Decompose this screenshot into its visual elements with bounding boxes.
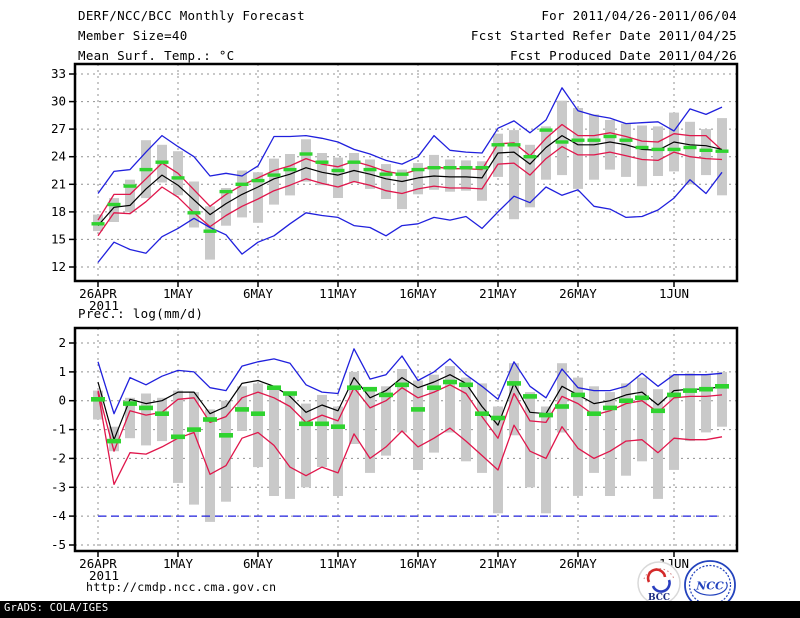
temp-ytick-label: 21 [51, 176, 66, 191]
temp-xtick-label: 21MAY [479, 286, 517, 301]
temp-xtick-year-label: 2011 [89, 298, 119, 313]
prec-xtick-label: 16MAY [399, 556, 437, 571]
prec-xtick-label: 6MAY [243, 556, 274, 571]
prec-xtick-label: 26MAY [559, 556, 597, 571]
prec-ytick-label: 0 [58, 393, 66, 408]
forecast-range-label: For 2011/04/26-2011/06/04 [541, 8, 737, 23]
prec-ytick-label: 1 [58, 364, 66, 379]
page-title: DERF/NCC/BCC Monthly Forecast [78, 8, 305, 23]
temp-median-markers [91, 128, 729, 233]
temp-ytick-label: 18 [51, 204, 66, 219]
prec-ensemble-mean-line [97, 374, 723, 441]
prec-xtick-label: 1MAY [163, 556, 194, 571]
prec-median-markers [91, 379, 729, 444]
prec-xtick-label: 21MAY [479, 556, 517, 571]
temp-ensemble-max-line [97, 87, 723, 194]
ncc-logo: NCC [684, 560, 736, 610]
prec-ytick-label: -4 [51, 508, 66, 523]
temp-xtick-label: 16MAY [399, 286, 437, 301]
bcc-logo-label: BCC [648, 593, 670, 603]
prec-ytick-label: -1 [51, 422, 66, 437]
prec-lower-red-line [97, 391, 723, 486]
ncc-swoosh [693, 581, 728, 596]
temp-xtick-label: 26MAY [559, 286, 597, 301]
temp-xtick-label: 6MAY [243, 286, 274, 301]
temp-ensemble-mean-line [97, 135, 723, 226]
ncc-wreath [688, 564, 732, 606]
prec-xtick-year-label: 2011 [89, 568, 119, 583]
temp-ensemble-min-line [97, 171, 723, 263]
prec-ytick-label: -2 [51, 450, 66, 465]
prec-xtick-label: 11MAY [319, 556, 357, 571]
temp-ytick-label: 12 [51, 259, 66, 274]
fcst-produced-date-label: Fcst Produced Date 2011/04/26 [510, 48, 737, 63]
temp-xtick-label: 26APR [79, 286, 117, 301]
temp-ytick-label: 27 [51, 121, 66, 136]
ncc-logo-label: NCC [695, 580, 724, 593]
prec-xtick-label: 26APR [79, 556, 117, 571]
precip-chart-title: Prec.: log(mm/d) [78, 306, 204, 321]
prec-frame [73, 326, 739, 553]
source-url: http://cmdp.ncc.cma.gov.cn [86, 580, 277, 594]
prec-upper-red-line [97, 384, 723, 452]
temp-frame [73, 62, 739, 283]
temp-xtick-label: 1MAY [163, 286, 194, 301]
prec-ensemble-max-line [97, 348, 723, 415]
prec-ensemble-spread-bars [93, 363, 727, 522]
prec-ytick-label: 2 [58, 335, 66, 350]
fcst-started-date-label: Fcst Started Refer Date 2011/04/25 [470, 28, 737, 43]
grads-credit-text: GrADS: COLA/IGES [4, 602, 109, 614]
grads-credit-bar: GrADS: COLA/IGES [0, 601, 800, 618]
prec-ytick-label: -3 [51, 479, 66, 494]
bcc-red-swirl [646, 568, 667, 583]
temp-upper-red-line [97, 123, 723, 221]
temp-xtick-label: 11MAY [319, 286, 357, 301]
temp-lower-red-line [97, 145, 723, 237]
temp-xtick-label: 1JUN [659, 286, 689, 301]
member-size-label: Member Size=40 [78, 28, 188, 43]
prec-ytick-label: -5 [51, 537, 66, 552]
temp-chart-title: Mean Surf. Temp.: °C [78, 48, 235, 63]
temp-ytick-label: 30 [51, 94, 66, 109]
bcc-blue-swirl [651, 579, 671, 593]
bcc-arc-text [643, 568, 675, 580]
temp-ytick-label: 24 [51, 149, 66, 164]
temp-ytick-label: 15 [51, 231, 66, 246]
temp-ytick-label: 33 [51, 66, 66, 81]
